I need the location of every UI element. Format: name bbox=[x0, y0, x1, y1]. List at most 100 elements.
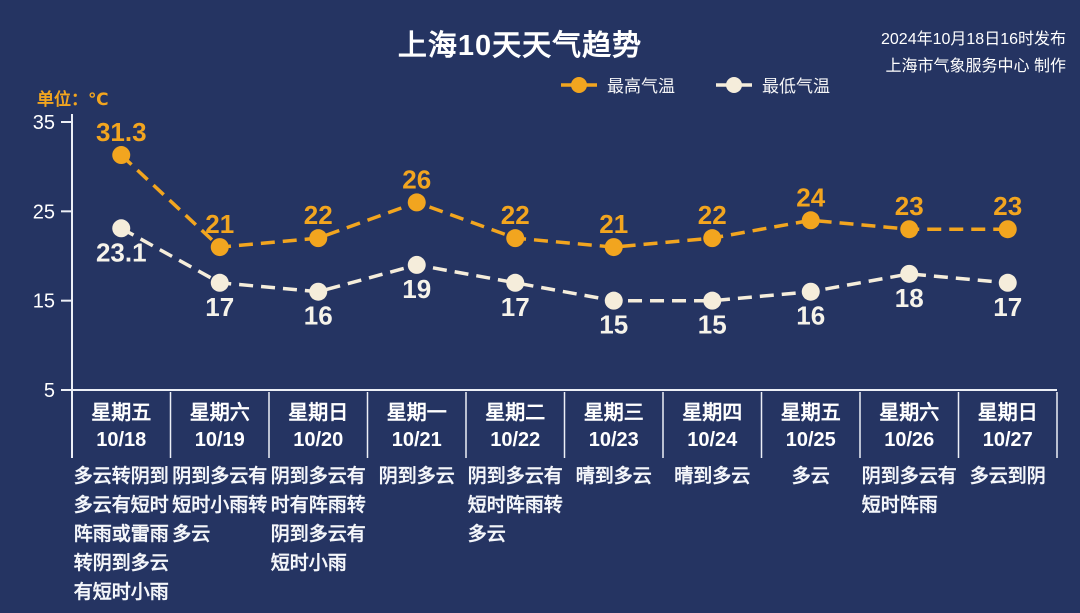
y-axis-tick-label: 5 bbox=[44, 380, 55, 402]
min-temp-point bbox=[900, 264, 919, 283]
weather-text: 多云 bbox=[791, 466, 830, 487]
min-temp-point bbox=[801, 282, 820, 301]
max-temp-point bbox=[900, 220, 919, 239]
min-temp-line bbox=[120, 226, 1008, 303]
weekday-label: 星期四 bbox=[682, 402, 743, 424]
min-temp-value-label: 17 bbox=[205, 292, 234, 322]
chart-legend: 最高气温 最低气温 bbox=[560, 72, 830, 97]
min-temp-value-label: 18 bbox=[895, 283, 924, 313]
weekday-label: 星期五 bbox=[780, 402, 841, 424]
weather-cell: 阴到多云有短时阵雨转多云 bbox=[466, 462, 565, 549]
max-temp-value-label: 22 bbox=[304, 200, 333, 230]
publish-datetime: 2024年10月18日16时发布 bbox=[881, 31, 1066, 48]
legend-label: 最低气温 bbox=[762, 77, 830, 96]
max-temp-value-label: 23 bbox=[993, 191, 1022, 221]
min-temp-point bbox=[506, 273, 525, 292]
weather-text: 阴到多云 bbox=[378, 466, 455, 487]
date-label: 10/26 bbox=[884, 429, 935, 451]
weather-cell: 阴到多云有短时阵雨 bbox=[860, 462, 959, 520]
max-temp-point bbox=[703, 229, 722, 248]
legend-marker-icon bbox=[716, 76, 752, 93]
max-temp-point bbox=[309, 229, 328, 248]
day-header: 星期五 10/18 bbox=[72, 400, 171, 454]
weekday-label: 星期六 bbox=[879, 402, 940, 424]
weekday-label: 星期日 bbox=[288, 402, 349, 424]
date-label: 10/19 bbox=[194, 429, 245, 451]
weather-text: 阴到多云有时有阵雨转阴到多云有短时小雨 bbox=[270, 466, 366, 574]
weather-text: 晴到多云 bbox=[575, 466, 652, 487]
max-temp-point bbox=[112, 146, 131, 165]
max-temp-value-label: 24 bbox=[796, 182, 825, 212]
weather-cell: 阴到多云有短时小雨转多云 bbox=[171, 462, 270, 549]
min-temp-point bbox=[998, 273, 1017, 292]
date-label: 10/25 bbox=[785, 429, 836, 451]
min-temp-value-label: 16 bbox=[304, 301, 333, 331]
day-header: 星期六 10/19 bbox=[171, 400, 270, 454]
max-temp-value-label: 26 bbox=[402, 164, 431, 194]
day-header: 星期日 10/27 bbox=[959, 400, 1058, 454]
min-temp-value-label: 19 bbox=[402, 274, 431, 304]
weather-text: 阴到多云有短时小雨转多云 bbox=[172, 466, 268, 545]
publish-author: 上海市气象服务中心 制作 bbox=[885, 58, 1066, 75]
date-label: 10/24 bbox=[687, 429, 738, 451]
date-label: 10/27 bbox=[982, 429, 1033, 451]
min-temp-point bbox=[309, 282, 328, 301]
weekday-label: 星期三 bbox=[583, 402, 644, 424]
min-temp-point bbox=[604, 291, 623, 310]
weekday-label: 星期六 bbox=[189, 402, 250, 424]
max-temp-value-label: 22 bbox=[501, 200, 530, 230]
max-temp-value-label: 21 bbox=[599, 209, 628, 239]
date-label: 10/23 bbox=[588, 429, 639, 451]
min-temp-point bbox=[703, 291, 722, 310]
day-header: 星期一 10/21 bbox=[368, 400, 467, 454]
weather-cell: 晴到多云 bbox=[663, 462, 762, 491]
weather-cell: 晴到多云 bbox=[565, 462, 664, 491]
weekday-label: 星期日 bbox=[977, 402, 1038, 424]
weather-cell: 阴到多云有时有阵雨转阴到多云有短时小雨 bbox=[269, 462, 368, 578]
page-title: 上海10天天气趋势 bbox=[397, 30, 643, 62]
legend-item-max-temp: 最高气温 bbox=[560, 72, 675, 97]
legend-label: 最高气温 bbox=[607, 77, 675, 96]
weekday-label: 星期二 bbox=[485, 402, 546, 424]
min-temp-point bbox=[407, 255, 426, 274]
max-temp-point bbox=[604, 238, 623, 257]
y-axis-tick-label: 15 bbox=[33, 291, 55, 313]
date-label: 10/20 bbox=[293, 429, 344, 451]
y-axis-tick-label: 25 bbox=[33, 201, 55, 223]
date-label: 10/21 bbox=[391, 429, 442, 451]
day-header: 星期六 10/26 bbox=[860, 400, 959, 454]
max-temp-point bbox=[801, 211, 820, 230]
min-temp-value-label: 17 bbox=[501, 292, 530, 322]
weather-cell: 阴到多云 bbox=[368, 462, 467, 491]
weather-text: 多云到阴 bbox=[969, 466, 1046, 487]
weather-text: 阴到多云有短时阵雨转多云 bbox=[467, 466, 563, 545]
weather-text: 多云转阴到多云有短时阵雨或雷雨转阴到多云有短时小雨 bbox=[73, 466, 169, 603]
min-temp-value-label: 17 bbox=[993, 292, 1022, 322]
day-header: 星期二 10/22 bbox=[466, 400, 565, 454]
unit-label: 单位：℃ bbox=[37, 90, 109, 109]
min-temp-value-label: 15 bbox=[599, 310, 628, 340]
weather-text: 阴到多云有短时阵雨 bbox=[861, 466, 957, 516]
date-label: 10/18 bbox=[96, 429, 147, 451]
max-temp-point bbox=[407, 193, 426, 212]
max-temp-value-label: 22 bbox=[698, 200, 727, 230]
day-header: 星期三 10/23 bbox=[565, 400, 664, 454]
min-temp-point bbox=[210, 273, 229, 292]
min-temp-point bbox=[112, 219, 131, 238]
weekday-label: 星期一 bbox=[386, 402, 447, 424]
publish-info: 2024年10月18日16时发布 上海市气象服务中心 制作 bbox=[881, 26, 1066, 80]
max-temp-point bbox=[998, 220, 1017, 239]
min-temp-value-label: 23.1 bbox=[96, 237, 147, 267]
min-temp-value-label: 16 bbox=[796, 301, 825, 331]
weekday-label: 星期五 bbox=[91, 402, 152, 424]
y-axis-tick-label: 35 bbox=[33, 112, 55, 134]
weather-cell: 多云转阴到多云有短时阵雨或雷雨转阴到多云有短时小雨 bbox=[72, 462, 171, 607]
max-temp-line bbox=[120, 153, 1008, 249]
max-temp-value-label: 21 bbox=[205, 209, 234, 239]
max-temp-value-label: 31.3 bbox=[96, 117, 147, 147]
weather-text: 晴到多云 bbox=[674, 466, 751, 487]
day-header: 星期五 10/25 bbox=[762, 400, 861, 454]
